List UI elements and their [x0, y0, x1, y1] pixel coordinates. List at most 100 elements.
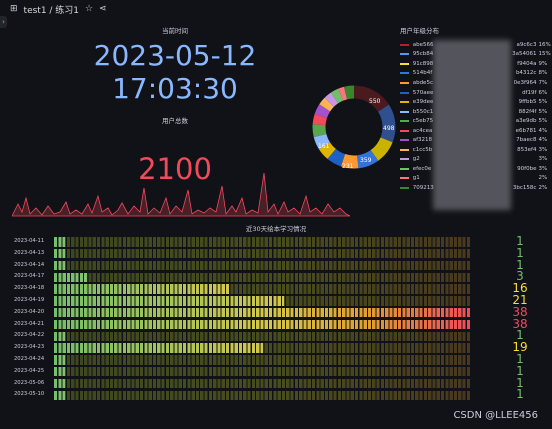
gauge-row: 2023-05-10 1	[0, 388, 552, 401]
legend-swatch	[400, 158, 409, 161]
gauge-row-date: 2023-04-21	[14, 320, 45, 327]
gauge-track	[54, 366, 471, 377]
gauge-row-date: 2023-05-10	[14, 391, 45, 398]
legend-item[interactable]: g1 2%	[400, 174, 552, 184]
dashboard-grid-icon[interactable]: ⊞	[10, 4, 18, 14]
legend-item[interactable]: 95cb84 3a54061 15%	[400, 50, 552, 60]
donut-chart: 550 498 359 231 161	[312, 85, 396, 170]
legend-percent: 6%	[538, 89, 548, 96]
watermark: CSDN @LLEE456	[453, 410, 538, 421]
donut-label: 231	[342, 163, 354, 170]
legend-percent: 9%	[538, 60, 548, 67]
gauge-track	[54, 378, 471, 389]
legend-name: 709213	[412, 184, 434, 191]
legend-item[interactable]: af3218 7baec8 4%	[400, 135, 552, 145]
legend-percent: 15%	[538, 51, 551, 58]
legend-percent: 3%	[538, 146, 548, 153]
legend-swatch	[400, 101, 409, 104]
legend-name: 570aee	[412, 89, 434, 96]
share-icon[interactable]: ⋖	[99, 4, 107, 14]
legend-item[interactable]: abe566 a9c6c3 16%	[400, 40, 552, 50]
legend-swatch	[400, 120, 409, 123]
legend-swatch	[400, 43, 409, 46]
legend-percent: 4%	[538, 127, 548, 134]
gauge-row-value: 1	[516, 363, 524, 378]
legend-item[interactable]: e39dee 9ffbb5 5%	[400, 97, 552, 107]
legend-name: b550c1	[412, 108, 434, 115]
gauge-row-date: 2023-04-19	[14, 297, 45, 303]
gauge-track	[54, 355, 471, 365]
gauge-row-value: 1	[516, 234, 524, 248]
legend-hash-tail: 3bc158c	[512, 184, 537, 191]
legend-item[interactable]: 709213 3bc158c 2%	[400, 183, 552, 193]
gauge-row: 2023-04-23 19	[0, 340, 552, 355]
legend-hash-tail: 853ef4	[517, 146, 537, 153]
stat-value: 2100	[138, 152, 212, 186]
gauge-row: 2023-04-24 1	[0, 352, 552, 366]
legend-item[interactable]: abde5c 0e3f964 7%	[400, 78, 552, 88]
gauge-row: 2023-05-06 1	[0, 375, 552, 390]
legend-hash-tail: 882f4f	[518, 108, 537, 115]
legend-item[interactable]: 514b4f b4312c 8%	[400, 69, 552, 79]
breadcrumb[interactable]: test1 / 练习1	[23, 5, 80, 16]
legend-item[interactable]: efec0e 90f0be 3%	[400, 164, 552, 174]
legend-item[interactable]: 570aee df19f 6%	[400, 88, 552, 98]
legend-item[interactable]: c1cc5b 853ef4 3%	[400, 145, 552, 155]
legend-swatch	[400, 91, 409, 94]
gauge-row: 2023-04-18 16	[0, 282, 552, 295]
gauge-row-value: 3	[516, 269, 524, 284]
donut-label: 161	[318, 143, 330, 150]
gauge-fill	[54, 343, 263, 353]
gauge-row-value: 19	[512, 340, 528, 355]
gauge-track	[54, 237, 471, 247]
clock-time: 17:03:30	[112, 72, 238, 105]
legend-swatch	[400, 72, 409, 75]
legend-name: af3218	[412, 137, 433, 144]
gauge-row-date: 2023-04-25	[14, 367, 45, 374]
legend-name: abe566	[412, 41, 434, 48]
gauge-row-value: 1	[516, 328, 524, 343]
gauge-row-date: 2023-05-06	[14, 379, 45, 386]
donut-label: 498	[383, 125, 395, 132]
legend-name: c5eb75	[412, 118, 434, 125]
legend-item[interactable]: c5eb75 a3e9db 5%	[400, 116, 552, 126]
gauge-track	[54, 343, 471, 353]
gauge-row-value: 1	[516, 352, 524, 366]
legend-swatch	[400, 186, 409, 189]
legend-percent: 7%	[538, 79, 548, 86]
clock-date: 2023-05-12	[93, 39, 257, 72]
legend-name: 514b4f	[412, 70, 433, 77]
donut-panel-title: 用户年级分布	[400, 27, 439, 35]
gauge-row-date: 2023-04-18	[14, 285, 45, 292]
legend-hash-tail: b4312c	[515, 70, 537, 77]
legend-item[interactable]: ac4cea e6b781 4%	[400, 126, 552, 136]
legend-name: e39dee	[412, 99, 434, 106]
legend-hash-tail: e6b781	[515, 127, 537, 134]
legend-item[interactable]: b550c1 882f4f 5%	[400, 107, 552, 117]
legend-item[interactable]: 91c898 f9404a 9%	[400, 59, 552, 69]
legend-percent: 4%	[538, 137, 548, 144]
gauge-row: 2023-04-20 38	[0, 304, 552, 319]
legend-name: c1cc5b	[412, 146, 433, 153]
legend-item[interactable]: g2 3%	[400, 155, 552, 165]
gauge-track	[54, 331, 471, 341]
gauge-row-value: 1	[516, 375, 524, 390]
legend-percent: 16%	[538, 41, 551, 48]
legend-percent: 3%	[538, 156, 548, 163]
legend-name: 95cb84	[412, 51, 434, 58]
gauge-row: 2023-04-11 1	[0, 234, 552, 248]
gauge-track	[54, 390, 471, 400]
legend-hash-tail: df19f	[522, 89, 537, 96]
star-icon[interactable]: ☆	[85, 4, 94, 14]
gauge-row: 2023-04-21 38	[0, 318, 552, 331]
legend-percent: 2%	[538, 184, 548, 191]
gauge-row: 2023-04-13 1	[0, 247, 552, 260]
gauge-row: 2023-04-14 1	[0, 257, 552, 272]
gauge-fill	[54, 260, 65, 271]
gauge-row-value: 1	[516, 257, 524, 272]
sidebar-toggle-chevron-icon[interactable]: ›	[0, 16, 7, 28]
gauge-fill	[54, 390, 65, 400]
gauge-fill	[54, 284, 230, 294]
gauge-row-value: 38	[512, 304, 528, 319]
gauge-track	[54, 272, 471, 282]
